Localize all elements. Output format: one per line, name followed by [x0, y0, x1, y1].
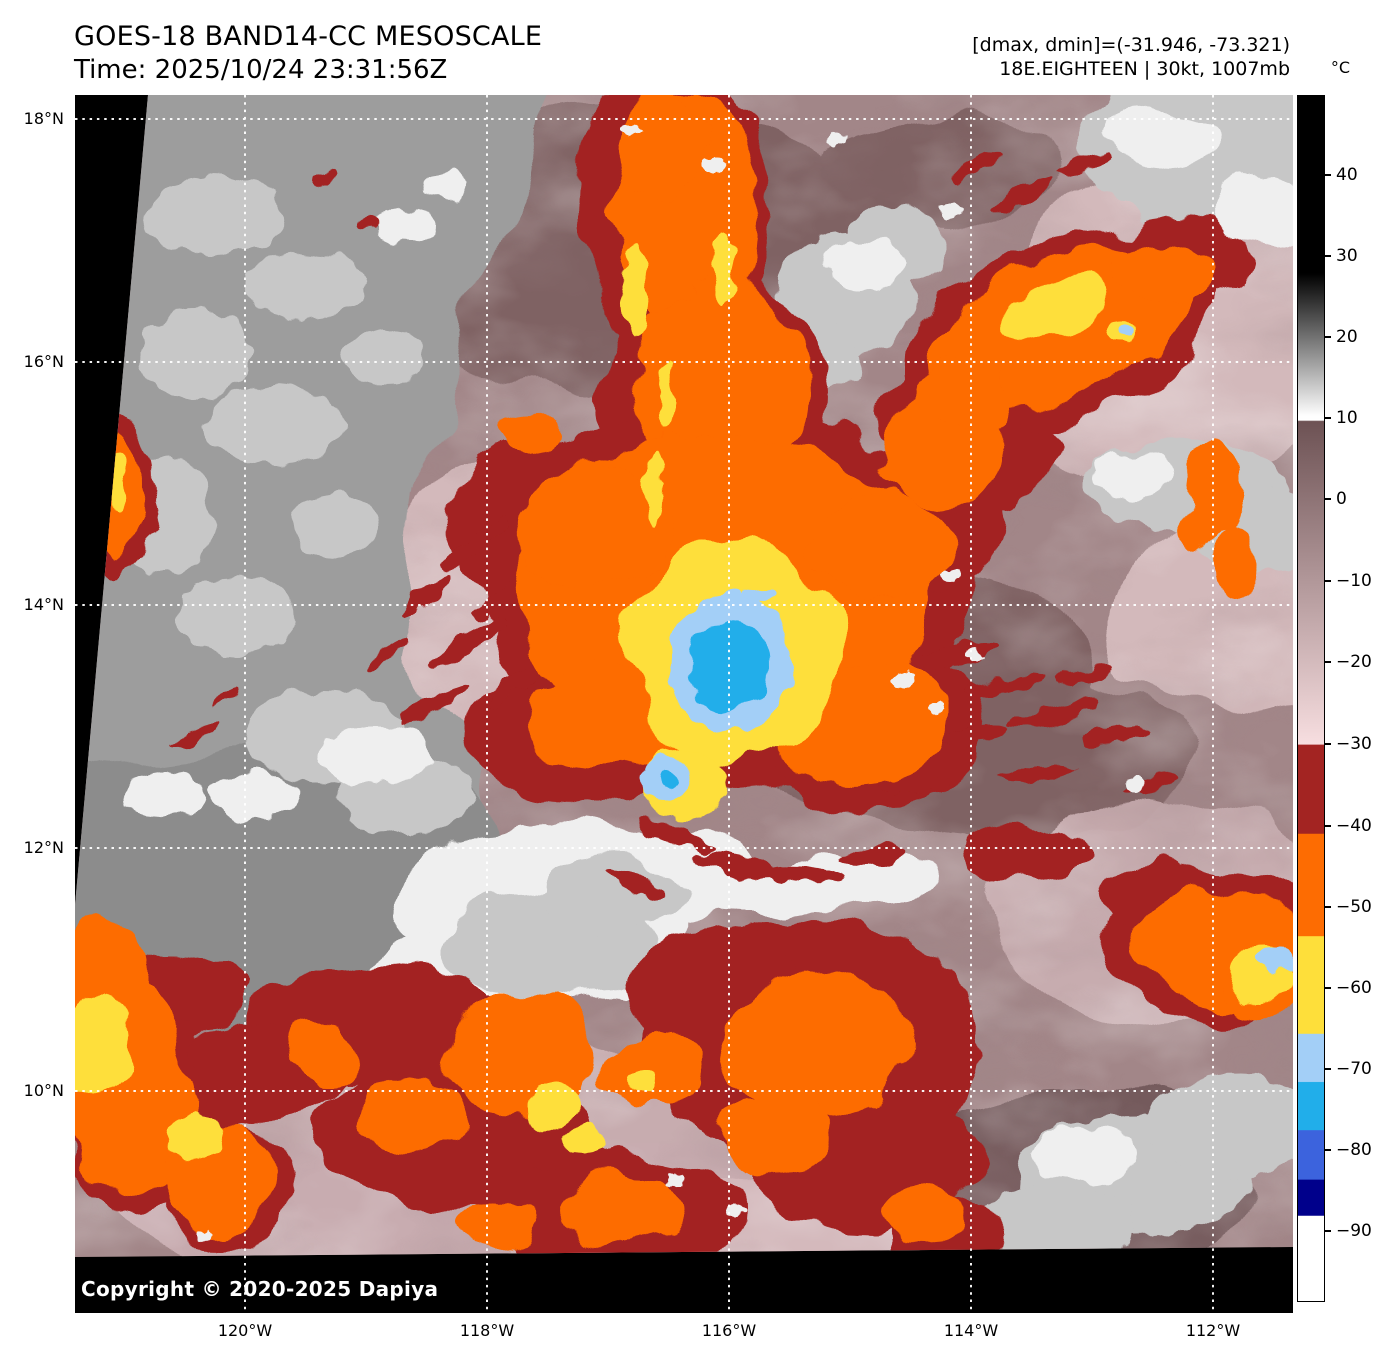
header-right-block: [dmax, dmin]=(-31.946, -73.321) 18E.EIGH…	[972, 33, 1290, 81]
colorbar-label-m70: −70	[1336, 1059, 1372, 1079]
colorbar-label-m20: −20	[1336, 652, 1372, 672]
dmax-dmin-readout: [dmax, dmin]=(-31.946, -73.321)	[972, 34, 1290, 56]
coldest-top-blue-core	[642, 327, 1293, 971]
colorbar-tickmark	[1324, 661, 1331, 663]
colorbar-tickmark	[1324, 825, 1331, 827]
colorbar-tickmark	[1324, 987, 1331, 989]
colorbar-tickmark	[1324, 417, 1331, 419]
colorbar-label-40: 40	[1336, 165, 1358, 185]
colorbar-label-m30: −30	[1336, 734, 1372, 754]
lat-tick-10n: 10°N	[23, 1081, 64, 1100]
lon-tick-114w: 114°W	[943, 1321, 999, 1340]
colorbar-tickmark	[1324, 498, 1331, 500]
colorbar-label-m80: −80	[1336, 1140, 1372, 1160]
colorbar-tickmark	[1324, 1149, 1331, 1151]
lat-tick-16n: 16°N	[23, 352, 64, 371]
lon-tick-112w: 112°W	[1185, 1321, 1241, 1340]
colorbar-label-20: 20	[1336, 327, 1358, 347]
page-title: GOES-18 BAND14-CC MESOSCALE	[74, 21, 543, 52]
satellite-swath	[75, 95, 1293, 1257]
colorbar-label-m40: −40	[1336, 816, 1372, 836]
colorbar-label-30: 30	[1336, 246, 1358, 266]
colorbar-tickmark	[1324, 336, 1331, 338]
colorbar-label-m10: −10	[1336, 571, 1372, 591]
copyright-notice: Copyright © 2020-2025 Dapiya	[81, 1277, 439, 1301]
graticule-gridlines	[75, 95, 1293, 1313]
colorbar-label-0: 0	[1336, 489, 1347, 509]
lat-tick-18n: 18°N	[23, 109, 64, 128]
colorbar-label-10: 10	[1336, 408, 1358, 428]
colorbar-tickmark	[1324, 1068, 1331, 1070]
lon-tick-116w: 116°W	[701, 1321, 757, 1340]
lat-tick-14n: 14°N	[23, 595, 64, 614]
colorbar-tickmark	[1324, 255, 1331, 257]
colorbar-tickmark	[1324, 174, 1331, 176]
colorbar-tickmark	[1324, 1230, 1331, 1232]
colorbar-label-m60: −60	[1336, 978, 1372, 998]
red-streaks	[173, 150, 1185, 902]
colorbar-unit-label: °C	[1330, 58, 1350, 77]
satellite-map: Copyright © 2020-2025 Dapiya	[75, 95, 1293, 1313]
lon-tick-120w: 120°W	[217, 1321, 273, 1340]
timestamp-line: Time: 2025/10/24 23:31:56Z	[74, 55, 448, 85]
lon-tick-118w: 118°W	[459, 1321, 515, 1340]
small-cloud-flecks	[197, 124, 1145, 1241]
colorbar-label-m90: −90	[1336, 1221, 1372, 1241]
colorbar-tickmark	[1324, 743, 1331, 745]
lat-tick-12n: 12°N	[23, 838, 64, 857]
temperature-colorbar	[1297, 95, 1325, 1302]
low-cloud-gray-fields	[75, 95, 1293, 1257]
colorbar-tickmark	[1324, 580, 1331, 582]
colorbar-label-m50: −50	[1336, 897, 1372, 917]
satellite-image	[75, 95, 1293, 1313]
storm-status-line: 18E.EIGHTEEN | 30kt, 1007mb	[999, 58, 1290, 80]
colorbar-tickmark	[1324, 906, 1331, 908]
